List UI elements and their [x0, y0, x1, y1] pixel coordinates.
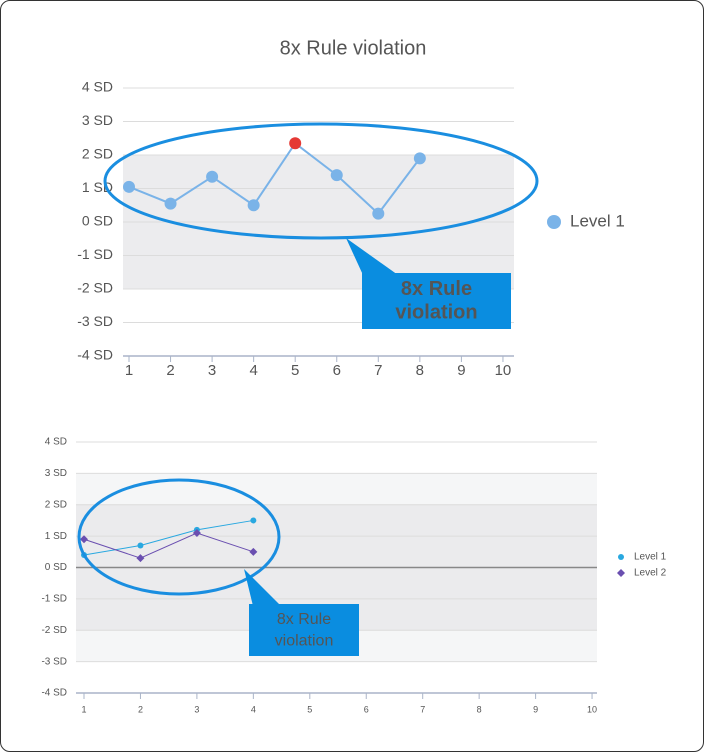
- point: [192, 528, 201, 537]
- chart-title: 8x Rule violation: [280, 37, 427, 59]
- callout-pointer: [346, 238, 398, 275]
- point: [617, 569, 625, 577]
- legend-label: Level 2: [634, 568, 667, 579]
- legend-label: Level 1: [570, 211, 625, 230]
- series-line: [83, 519, 254, 556]
- point: [250, 517, 257, 524]
- point: [618, 554, 624, 560]
- y-tick-label: -4 SD: [77, 347, 113, 363]
- x-tick-label: 7: [420, 704, 425, 714]
- x-tick-label: 5: [291, 362, 299, 379]
- point: [547, 215, 561, 229]
- x-tick-label: 8: [416, 362, 424, 379]
- point: [80, 535, 88, 544]
- series-line: [83, 532, 254, 559]
- x-tick-label: 6: [364, 704, 369, 714]
- x-tick-label: 7: [374, 362, 382, 379]
- x-tick-label: 10: [587, 704, 597, 714]
- x-tick-label: 3: [194, 704, 199, 714]
- x-tick-label: 3: [208, 362, 216, 379]
- callout-text: violation: [395, 302, 477, 324]
- x-tick-label: 4: [249, 362, 257, 379]
- y-tick-label: 0 SD: [45, 562, 67, 573]
- callout-box: [249, 604, 359, 656]
- y-tick-label: 1 SD: [45, 531, 67, 542]
- x-tick-label: 2: [166, 362, 174, 379]
- point: [164, 197, 177, 210]
- x-tick-label: 10: [495, 362, 512, 379]
- callout-ellipse: [77, 478, 281, 596]
- y-tick-label: -2 SD: [77, 280, 113, 296]
- callout-box: [362, 273, 511, 329]
- x-tick-label: 1: [81, 704, 86, 714]
- y-tick-label: -2 SD: [41, 625, 67, 636]
- point: [206, 170, 219, 183]
- y-tick-label: -3 SD: [41, 656, 67, 667]
- point: [372, 207, 385, 220]
- y-tick-label: -1 SD: [41, 594, 67, 605]
- x-tick-label: 2: [138, 704, 143, 714]
- chart: 4 SD 3 SD 2 SD 1 SD 0 SD -1 SD -2 SD -3 SD -4 SD…: [41, 437, 666, 715]
- point: [330, 169, 343, 182]
- y-tick-label: 2 SD: [82, 146, 113, 162]
- x-tick-label: 6: [333, 362, 341, 379]
- callout-text: 8x Rule: [401, 278, 472, 300]
- y-tick-label: 3 SD: [45, 468, 67, 479]
- point: [289, 137, 302, 150]
- x-tick-label: 4: [251, 704, 256, 714]
- point: [123, 180, 135, 193]
- callout-ellipse: [103, 122, 539, 240]
- point: [413, 152, 426, 165]
- callout-pointer: [244, 569, 281, 606]
- x-tick-label: 5: [307, 704, 312, 714]
- callout-text: 8x Rule: [277, 611, 331, 628]
- point: [249, 547, 258, 556]
- callout-text: violation: [275, 633, 334, 650]
- x-tick-label: 9: [457, 362, 465, 379]
- y-tick-label: 0 SD: [82, 213, 113, 229]
- y-tick-label: 4 SD: [82, 79, 113, 95]
- point: [137, 542, 144, 549]
- y-tick-label: -1 SD: [77, 246, 113, 262]
- x-tick-label: 8: [477, 704, 482, 714]
- y-tick-label: 4 SD: [45, 437, 67, 448]
- y-tick-label: 2 SD: [45, 499, 67, 510]
- series-line: [128, 141, 421, 216]
- y-tick-label: 3 SD: [82, 112, 113, 128]
- x-tick-label: 1: [125, 362, 133, 379]
- y-tick-label: -4 SD: [41, 688, 67, 699]
- point: [136, 554, 145, 563]
- x-tick-label: 9: [533, 704, 538, 714]
- legend-label: Level 1: [634, 552, 667, 563]
- point: [247, 199, 260, 212]
- chart: 4 SD3 SD2 SD1 SD0 SD-1 SD-2 SD-3 SD-4 SD…: [77, 37, 625, 379]
- y-tick-label: -3 SD: [77, 313, 113, 329]
